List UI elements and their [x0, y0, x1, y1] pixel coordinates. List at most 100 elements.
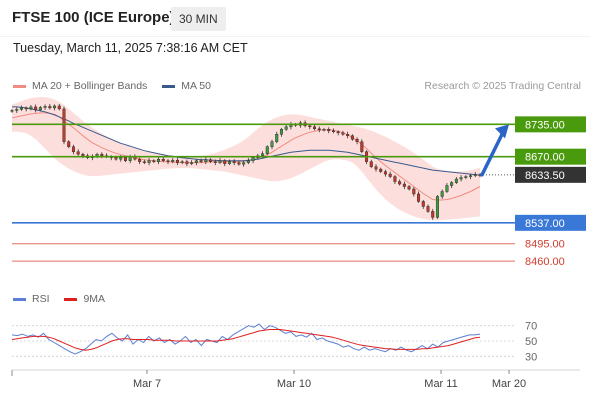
candle [43, 104, 47, 110]
candle [223, 159, 227, 167]
candle [284, 124, 288, 131]
candle [450, 181, 454, 189]
candle [383, 169, 387, 177]
candle [454, 177, 458, 185]
candle [426, 204, 430, 213]
level-label: 8460.00 [525, 256, 565, 268]
ma50-legend-label: MA 50 [181, 80, 211, 92]
time-tick-label: Mar 11 [424, 378, 457, 390]
candle [204, 157, 208, 165]
level-8460.00: 8460.00 [12, 256, 565, 268]
candle [270, 139, 274, 150]
candle [48, 103, 52, 110]
time-axis: Mar 7 Mar 10 Mar 11 Mar 20 [11, 369, 580, 390]
candle [147, 158, 151, 166]
instrument-title: FTSE 100 (ICE Europe) [12, 9, 175, 26]
candle [313, 124, 317, 131]
candle [369, 159, 373, 169]
candle [336, 130, 340, 136]
interval-selector[interactable]: 30 MIN [171, 7, 226, 31]
candle [388, 171, 392, 179]
candle [38, 105, 42, 112]
candle [237, 161, 241, 166]
level-label: 8537.00 [525, 218, 565, 230]
candle [67, 140, 71, 149]
level-8537.00: 8537.00 [12, 214, 586, 231]
price-panel [10, 97, 482, 221]
candle [242, 160, 246, 167]
current-price-marker: 8633.50 [480, 166, 586, 183]
candle [29, 104, 33, 111]
level-label: 8670.00 [525, 152, 565, 164]
candle [473, 172, 477, 178]
current-price-label: 8633.50 [525, 170, 565, 182]
candle [341, 130, 345, 136]
candle [327, 127, 331, 134]
candle [275, 131, 279, 144]
ma9-legend-label: 9MA [83, 293, 106, 305]
candle [469, 173, 473, 180]
candle [421, 199, 425, 209]
candle [360, 139, 364, 154]
candle [171, 158, 175, 164]
ma50-line [12, 106, 481, 176]
level-label: 8495.00 [525, 239, 565, 251]
candle [175, 157, 179, 166]
candle [398, 179, 402, 186]
level-8670.00: 8670.00 [12, 148, 586, 165]
chart-header: FTSE 100 (ICE Europe) 30 MIN [0, 0, 590, 38]
candle [407, 185, 411, 191]
candle [374, 164, 378, 172]
candle [322, 127, 326, 132]
candle [138, 157, 142, 165]
candle [209, 158, 213, 164]
level-8735.00: 8735.00 [12, 116, 586, 133]
candle [161, 156, 165, 163]
candle [53, 104, 57, 111]
candle [379, 167, 383, 174]
price-legend: MA 20 + Bollinger Bands MA 50 [13, 80, 211, 92]
time-tick-label: Mar 7 [133, 378, 161, 390]
candle [440, 189, 444, 199]
time-tick-label: Mar 10 [277, 378, 311, 390]
rsi-tick-label: 50 [525, 336, 537, 348]
candle [402, 181, 406, 190]
candle [445, 183, 449, 193]
rsi-swatch [13, 297, 26, 301]
candle [218, 158, 222, 165]
candle [265, 145, 269, 156]
candle [194, 159, 198, 166]
candle [232, 159, 236, 166]
candle [393, 175, 397, 185]
rsi-line [11, 323, 481, 355]
candle [24, 106, 28, 112]
level-label: 8735.00 [525, 119, 565, 131]
candle [10, 108, 14, 113]
candle [317, 126, 321, 133]
candle [34, 104, 38, 113]
candle [417, 191, 421, 203]
level-8495.00: 8495.00 [12, 239, 565, 251]
candle [412, 187, 416, 197]
candle [459, 175, 463, 182]
candle [190, 160, 194, 166]
candle [76, 149, 80, 156]
candle [331, 128, 335, 134]
candle [152, 159, 156, 164]
candle [464, 175, 468, 180]
candle [71, 144, 75, 155]
candle [246, 158, 250, 165]
header-divider [0, 36, 590, 37]
candle [355, 137, 359, 145]
candle [308, 124, 312, 130]
candle [279, 127, 283, 137]
rsi-ma9-line [11, 329, 481, 351]
candle [19, 105, 23, 111]
ma20-legend-label: MA 20 + Bollinger Bands [32, 80, 148, 92]
candle [142, 159, 146, 165]
candle [227, 159, 231, 166]
bollinger-band [12, 97, 480, 221]
ma50-swatch [162, 84, 176, 88]
rsi-panel: 70 50 30 [11, 321, 537, 363]
forecast-arrow [480, 124, 509, 177]
